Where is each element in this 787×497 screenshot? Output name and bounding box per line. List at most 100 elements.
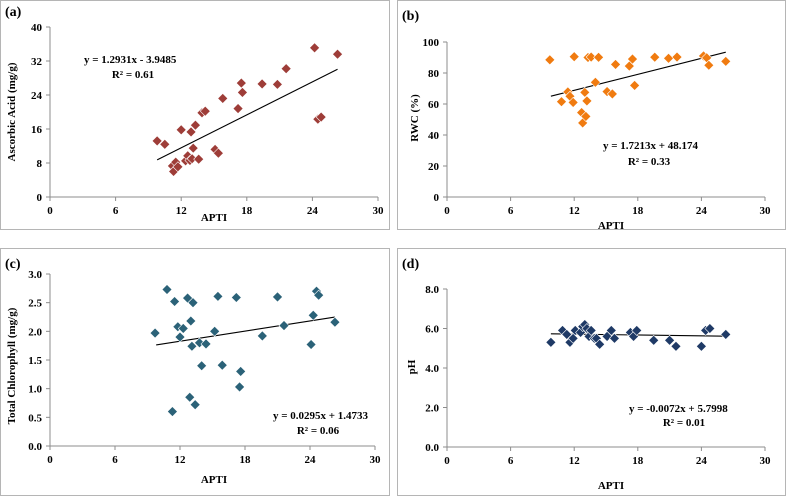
panel-a-data-point: [199, 105, 211, 117]
panel-a-data-point: [315, 111, 327, 123]
panel-d-xlabel: APTI: [598, 480, 624, 492]
panel-c-y-tick-label: 1.0: [28, 384, 42, 396]
panel-c-data-point: [212, 290, 224, 302]
panel-d-frame: [397, 248, 786, 496]
panel-a-data-point: [159, 138, 171, 150]
panel-b-data-point: [663, 52, 674, 64]
panel-b-data-point: [610, 59, 621, 70]
panel-b-r2: R² = 0.33: [628, 156, 671, 168]
panel-d-y-tick-label: 6.0: [425, 324, 439, 336]
panel-d-data-point: [594, 338, 606, 350]
panel-a-data-point: [193, 153, 205, 165]
panel-b-trendline: [550, 51, 726, 97]
panel-b-data-point: [671, 51, 683, 63]
panel-d-data-point: [609, 332, 620, 344]
panel-b-plot: 0 6 12 18 24 30 0 20 40 60 80 100: [423, 37, 772, 217]
panel-c-data-point: [187, 297, 199, 309]
panel-a-y-tick-label: 40: [31, 22, 43, 34]
panel-d-data-point: [695, 340, 707, 352]
panel-c-data-point: [235, 366, 247, 377]
panel-c-data-point: [196, 360, 208, 372]
panel-a-data-point: [172, 161, 184, 173]
panel-d-data-point: [670, 340, 682, 352]
panel-a-x-tick-label: 24: [307, 205, 319, 217]
panel-b-data-point: [629, 79, 641, 91]
panel-a-x-tick-label: 18: [241, 205, 253, 217]
panel-c-data-point: [200, 338, 212, 350]
panel-b-data-point: [585, 51, 597, 63]
panel-b-y-tick-label: 40: [428, 130, 440, 142]
panel-b-data-point: [703, 59, 715, 71]
panel-a-y-tick-label: 32: [31, 56, 43, 68]
panel-a-trendline: [156, 68, 338, 161]
panel-c-data-point: [161, 284, 173, 295]
panel-c-x-tick-label: 24: [305, 454, 317, 466]
panel-b-y-tick-label: 20: [428, 161, 440, 173]
panel-d-data-point: [720, 329, 732, 340]
panel-a-data-point: [232, 103, 244, 115]
panel-a-data-point: [332, 48, 343, 60]
panel-d-data-point: [605, 325, 617, 336]
panel-a-y-tick-label: 0: [37, 192, 43, 204]
panel-b-data-point: [627, 53, 638, 65]
panel-c-x-tick-label: 12: [175, 454, 187, 466]
panel-b-x-tick-label: 24: [696, 205, 708, 217]
panel-b-data-point: [581, 95, 593, 107]
panel-c-xlabel: APTI: [201, 474, 227, 486]
panel-a-data-point: [175, 124, 187, 136]
panel-b-x-tick-label: 18: [632, 205, 644, 217]
panel-a-plot: 0 6 12 18 24 30 0 8 16 24 32 40: [31, 22, 384, 217]
panel-d-x-tick-label: 12: [569, 455, 581, 467]
panel-b-data-point: [580, 110, 592, 122]
panel-c-frame: [0, 248, 390, 496]
panel-a-data-point: [237, 87, 248, 98]
panel-d-label: (d): [402, 257, 419, 272]
panel-c-data-point: [329, 316, 341, 328]
panel-c-y-tick-label: 0.0: [28, 441, 42, 453]
panel-a-data-point: [280, 63, 292, 75]
panel-d-data-point: [704, 323, 716, 334]
panel-a-y-tick-label: 8: [37, 158, 43, 170]
panel-c-data-point: [313, 289, 325, 301]
panel-b-x-tick-label: 6: [508, 205, 514, 217]
panel-c-ylabel: Total Chlorophyll (mg/g): [6, 307, 18, 424]
panel-a-data-point: [151, 135, 163, 147]
panel-a-equation: y = 1.2931x - 3.9485: [84, 54, 177, 66]
panel-d-y-tick-label: 8.0: [425, 284, 439, 296]
panel-c-data-point: [272, 291, 283, 303]
panel-a-ylabel: Ascorbic Acid (mg/g): [6, 62, 18, 161]
panel-a-data-point: [271, 78, 283, 90]
panel-d-y-tick-label: 2.0: [425, 403, 439, 415]
panel-c-r2: R² = 0.06: [297, 425, 340, 437]
panel-d-r2: R² = 0.01: [663, 417, 705, 429]
panel-d-y-tick-label: 0.0: [425, 442, 439, 454]
panel-c-data-point: [216, 359, 228, 371]
panel-d-data-point: [545, 336, 557, 348]
panel-c-x-tick-label: 30: [370, 454, 382, 466]
panel-c-y-tick-label: 1.5: [28, 355, 42, 367]
panel-c-x-tick-label: 6: [112, 454, 118, 466]
panel-a-data-point: [235, 77, 247, 89]
panel-a-x-tick-label: 12: [176, 205, 188, 217]
panel-c-data-point: [184, 391, 196, 403]
panel-b-data-point: [606, 88, 618, 100]
panel-a-xlabel: APTI: [201, 212, 227, 224]
panel-c-data-point: [278, 320, 290, 332]
panel-b-data-point: [593, 51, 605, 63]
panel-d-plot: 0 6 12 18 24 30 0.0 2.0 4.0 6.0 8.0: [425, 284, 771, 467]
panel-a-y-tick-label: 24: [31, 90, 43, 102]
panel-b-data-point: [544, 54, 556, 66]
panel-c-data-point: [307, 309, 319, 321]
panel-c-data-point: [189, 399, 201, 411]
panel-a-x-tick-label: 6: [113, 205, 119, 217]
panel-a-r2: R² = 0.61: [112, 69, 154, 81]
panel-b-x-tick-label: 30: [760, 205, 772, 217]
panel-c-data-point: [186, 340, 198, 352]
panel-c-data-point: [174, 331, 186, 343]
panel-b-data-point: [579, 86, 591, 98]
panel-d-data-point: [567, 332, 579, 344]
panel-c-x-tick-label: 18: [240, 454, 252, 466]
panel-c-data-point: [166, 406, 178, 418]
panel-d-data-point: [664, 334, 676, 346]
